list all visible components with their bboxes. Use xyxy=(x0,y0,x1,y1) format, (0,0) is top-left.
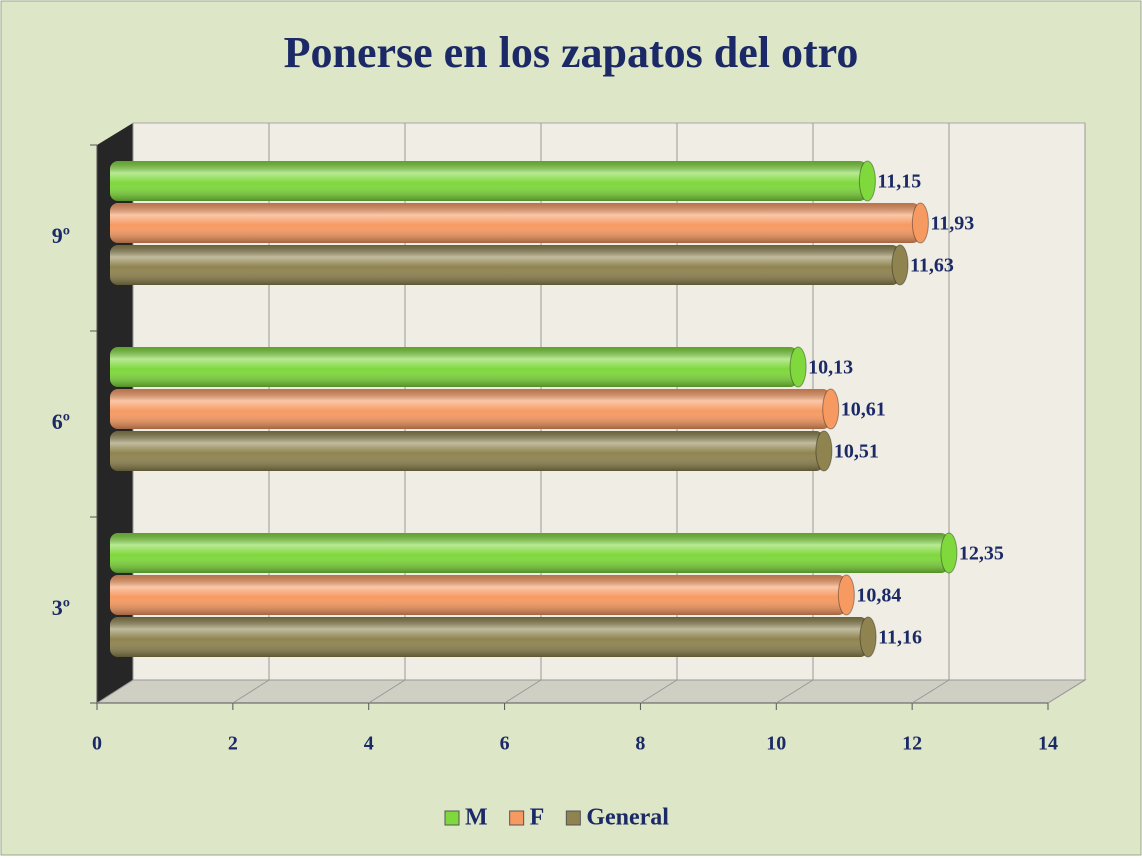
x-tick-label: 12 xyxy=(902,733,922,755)
x-tick-label: 6 xyxy=(500,733,510,755)
grid-line xyxy=(1047,679,1086,704)
bar-part xyxy=(110,203,921,243)
value-label: 11,15 xyxy=(877,171,921,193)
legend-label: F xyxy=(530,805,545,831)
grid-line xyxy=(911,679,950,704)
bar-part xyxy=(911,202,929,244)
x-tick-label: 2 xyxy=(228,733,238,755)
bar xyxy=(110,388,840,430)
value-label: 12,35 xyxy=(959,543,1004,565)
bar xyxy=(110,244,909,286)
value-label: 10,13 xyxy=(808,357,853,379)
bar xyxy=(110,430,833,472)
legend-swatch xyxy=(444,810,460,826)
value-label: 10,51 xyxy=(834,441,879,463)
bar-part xyxy=(110,161,868,201)
bar xyxy=(110,532,958,574)
bar-part xyxy=(110,245,901,285)
bar-part xyxy=(110,533,949,573)
x-tick-label: 0 xyxy=(92,733,102,755)
grid-line xyxy=(232,679,270,704)
bar-part xyxy=(110,575,847,615)
y-tick-label: 6º xyxy=(52,409,70,434)
x-tick-label: 14 xyxy=(1038,733,1058,755)
bar-part xyxy=(110,431,824,471)
bar-part xyxy=(789,346,807,388)
bar-part xyxy=(859,616,877,658)
bar-part xyxy=(110,617,869,657)
floor xyxy=(95,679,1087,704)
x-tick-label: 10 xyxy=(766,733,786,755)
legend-label: General xyxy=(586,805,669,831)
legend-swatch xyxy=(509,810,525,826)
grid-line xyxy=(776,679,814,704)
grid-line xyxy=(368,679,406,704)
bar xyxy=(110,574,855,616)
bar xyxy=(110,616,877,658)
bar-part xyxy=(822,388,840,430)
grid-line xyxy=(96,679,134,704)
bar xyxy=(110,160,876,202)
grid-line xyxy=(640,679,678,704)
bar xyxy=(110,346,807,388)
value-label: 11,16 xyxy=(878,627,922,649)
legend-label: M xyxy=(465,805,488,831)
bar xyxy=(110,202,929,244)
bar-part xyxy=(110,389,831,429)
bar-part xyxy=(815,430,833,472)
bar-part xyxy=(891,244,909,286)
y-tick-label: 3º xyxy=(52,595,70,620)
bar-part xyxy=(110,347,799,387)
x-tick-label: 4 xyxy=(364,733,374,755)
value-label: 10,84 xyxy=(856,585,901,607)
bar-part xyxy=(940,532,958,574)
value-label: 11,63 xyxy=(910,255,954,277)
chart-title: Ponerse en los zapatos del otro xyxy=(284,28,859,77)
grid-line xyxy=(504,679,542,704)
value-label: 11,93 xyxy=(930,213,974,235)
bar-part xyxy=(858,160,876,202)
bar-part xyxy=(837,574,855,616)
value-label: 10,61 xyxy=(841,399,886,421)
legend-swatch xyxy=(565,810,581,826)
x-tick-label: 8 xyxy=(635,733,645,755)
y-tick-label: 9º xyxy=(52,223,70,248)
